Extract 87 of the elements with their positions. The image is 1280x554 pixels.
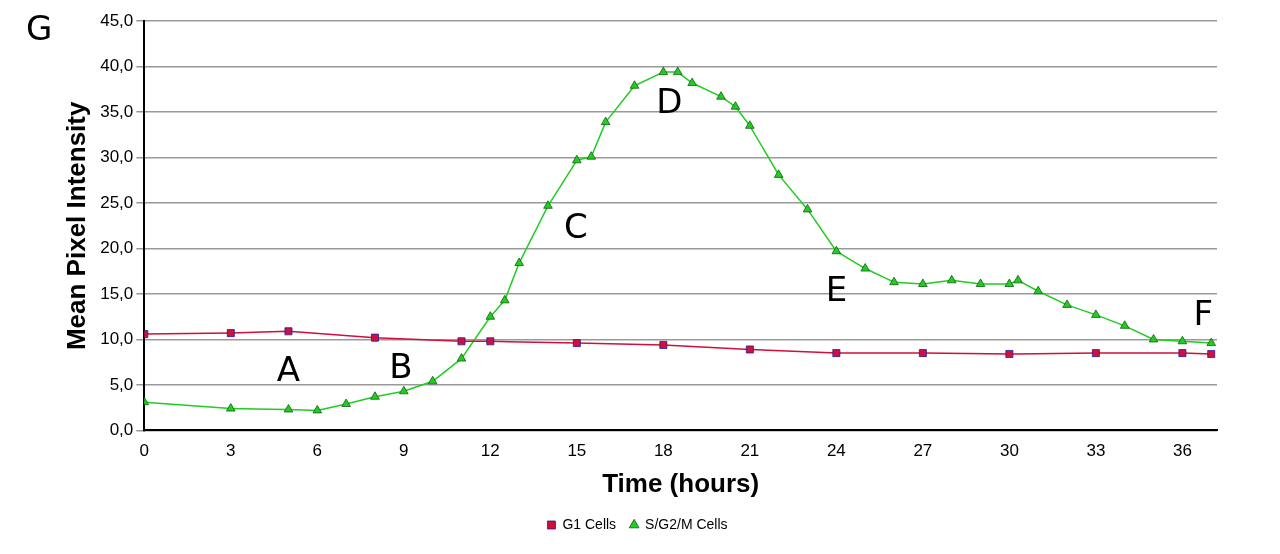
x-tick-label: 3: [226, 441, 236, 461]
x-tick-label: 30: [999, 441, 1019, 461]
point: [572, 154, 582, 164]
point: [457, 337, 466, 346]
x-tick-label: 36: [1172, 441, 1192, 461]
point: [918, 278, 928, 287]
point: [226, 329, 235, 338]
point: [1005, 350, 1014, 358]
point: [1177, 335, 1188, 345]
x-tick-label: 24: [826, 441, 846, 461]
annotation: A: [276, 349, 301, 390]
point: [1119, 320, 1130, 329]
y-tick-label: 35,0: [100, 101, 134, 121]
y-tick-label: 40,0: [100, 56, 134, 76]
point: [514, 257, 524, 266]
point: [456, 353, 467, 362]
x-tick-label: 9: [399, 441, 409, 461]
point: [629, 80, 640, 89]
x-tick-label: 12: [480, 441, 500, 461]
point: [802, 204, 813, 213]
y-tick-label: 45,0: [100, 10, 134, 30]
point: [1178, 349, 1187, 358]
y-tick-label: 0,0: [109, 420, 134, 440]
point: [918, 349, 927, 358]
point: [1091, 349, 1100, 358]
y-axis-title: Mean Pixel Intensity: [60, 101, 91, 351]
annotation: E: [825, 269, 848, 310]
annotation: B: [389, 346, 413, 387]
x-tick-label: 15: [567, 441, 587, 461]
y-tick-label: 25,0: [100, 192, 134, 212]
point: [1033, 285, 1043, 295]
annotation: C: [564, 205, 588, 246]
point: [659, 340, 668, 349]
point: [673, 66, 683, 76]
y-tick-label: 30,0: [100, 147, 134, 167]
point: [600, 116, 611, 126]
x-tick-label: 33: [1086, 441, 1106, 461]
point: [500, 294, 510, 304]
point: [1062, 299, 1072, 308]
point: [1148, 334, 1159, 343]
point: [1091, 309, 1101, 318]
point: [371, 333, 379, 342]
point: [745, 120, 755, 129]
point: [716, 91, 726, 100]
point: [773, 169, 784, 178]
point: [1206, 337, 1216, 346]
point: [860, 263, 870, 272]
point: [1013, 274, 1023, 284]
point: [1004, 278, 1015, 287]
point: [486, 337, 495, 346]
annotation: F: [1193, 292, 1214, 333]
x-tick-label: 27: [913, 441, 933, 461]
point: [831, 245, 842, 255]
y-tick-label: 20,0: [100, 238, 134, 258]
point: [586, 151, 596, 160]
point: [341, 398, 351, 407]
point: [312, 405, 323, 414]
point: [658, 66, 669, 76]
x-tick-label: 0: [139, 441, 150, 461]
point: [399, 385, 409, 395]
point: [832, 349, 841, 358]
point: [283, 404, 294, 413]
point: [485, 311, 496, 320]
point: [889, 276, 899, 286]
point: [427, 375, 438, 385]
point: [1207, 350, 1216, 358]
annotation: D: [656, 80, 683, 121]
y-tick-label: 10,0: [100, 329, 134, 349]
legend-label: S/G2/M Cells: [645, 515, 728, 532]
point: [975, 278, 986, 287]
x-tick-label: 21: [740, 441, 760, 461]
point: [687, 77, 697, 86]
y-tick-label: 5,0: [109, 374, 134, 394]
x-axis-title: Time (hours): [602, 467, 760, 498]
point: [730, 101, 741, 110]
point: [745, 345, 754, 354]
point: [226, 403, 236, 412]
legend-label: G1 Cells: [562, 515, 617, 532]
point: [370, 391, 380, 400]
point: [946, 274, 957, 284]
x-tick-label: 18: [653, 441, 673, 461]
text: G: [26, 7, 53, 48]
x-tick-label: 6: [312, 441, 323, 461]
y-tick-label: 15,0: [100, 283, 134, 303]
point: [284, 327, 293, 336]
point: [543, 200, 553, 209]
point: [572, 339, 581, 348]
